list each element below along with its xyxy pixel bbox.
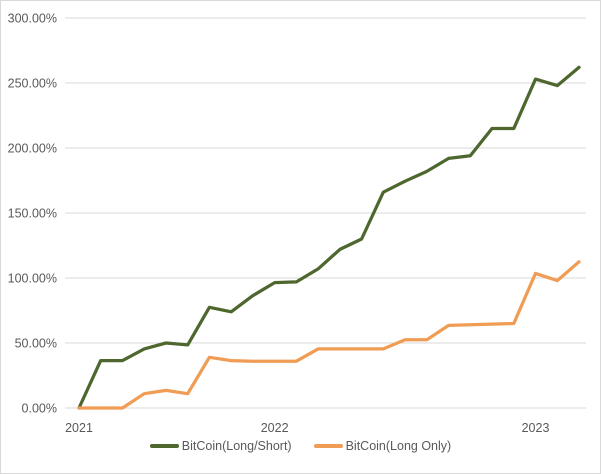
series-line-bitcoin-long-only <box>77 260 581 410</box>
legend-swatch-long-short <box>149 444 179 448</box>
x-axis-tick-label: 2021 <box>65 421 93 435</box>
chart-legend: BitCoin(Long/Short) BitCoin(Long Only) <box>1 439 600 453</box>
x-axis-tick-label: 2023 <box>522 421 550 435</box>
y-axis-tick-label: 100.00% <box>8 272 57 286</box>
y-axis-tick-label: 150.00% <box>8 207 57 221</box>
x-axis-tick-label: 2022 <box>261 421 289 435</box>
y-axis-tick-label: 50.00% <box>15 337 57 351</box>
legend-item-long-only: BitCoin(Long Only) <box>313 439 452 453</box>
y-axis-tick-label: 0.00% <box>22 402 57 416</box>
legend-item-long-short: BitCoin(Long/Short) <box>149 439 292 453</box>
y-axis-tick-label: 250.00% <box>8 77 57 91</box>
y-axis-tick-label: 200.00% <box>8 142 57 156</box>
series-line-bitcoin-long-short <box>77 65 581 410</box>
legend-label-long-short: BitCoin(Long/Short) <box>181 439 292 453</box>
legend-label-long-only: BitCoin(Long Only) <box>345 439 452 453</box>
y-axis-tick-label: 300.00% <box>8 12 57 26</box>
legend-swatch-long-only <box>313 444 343 448</box>
